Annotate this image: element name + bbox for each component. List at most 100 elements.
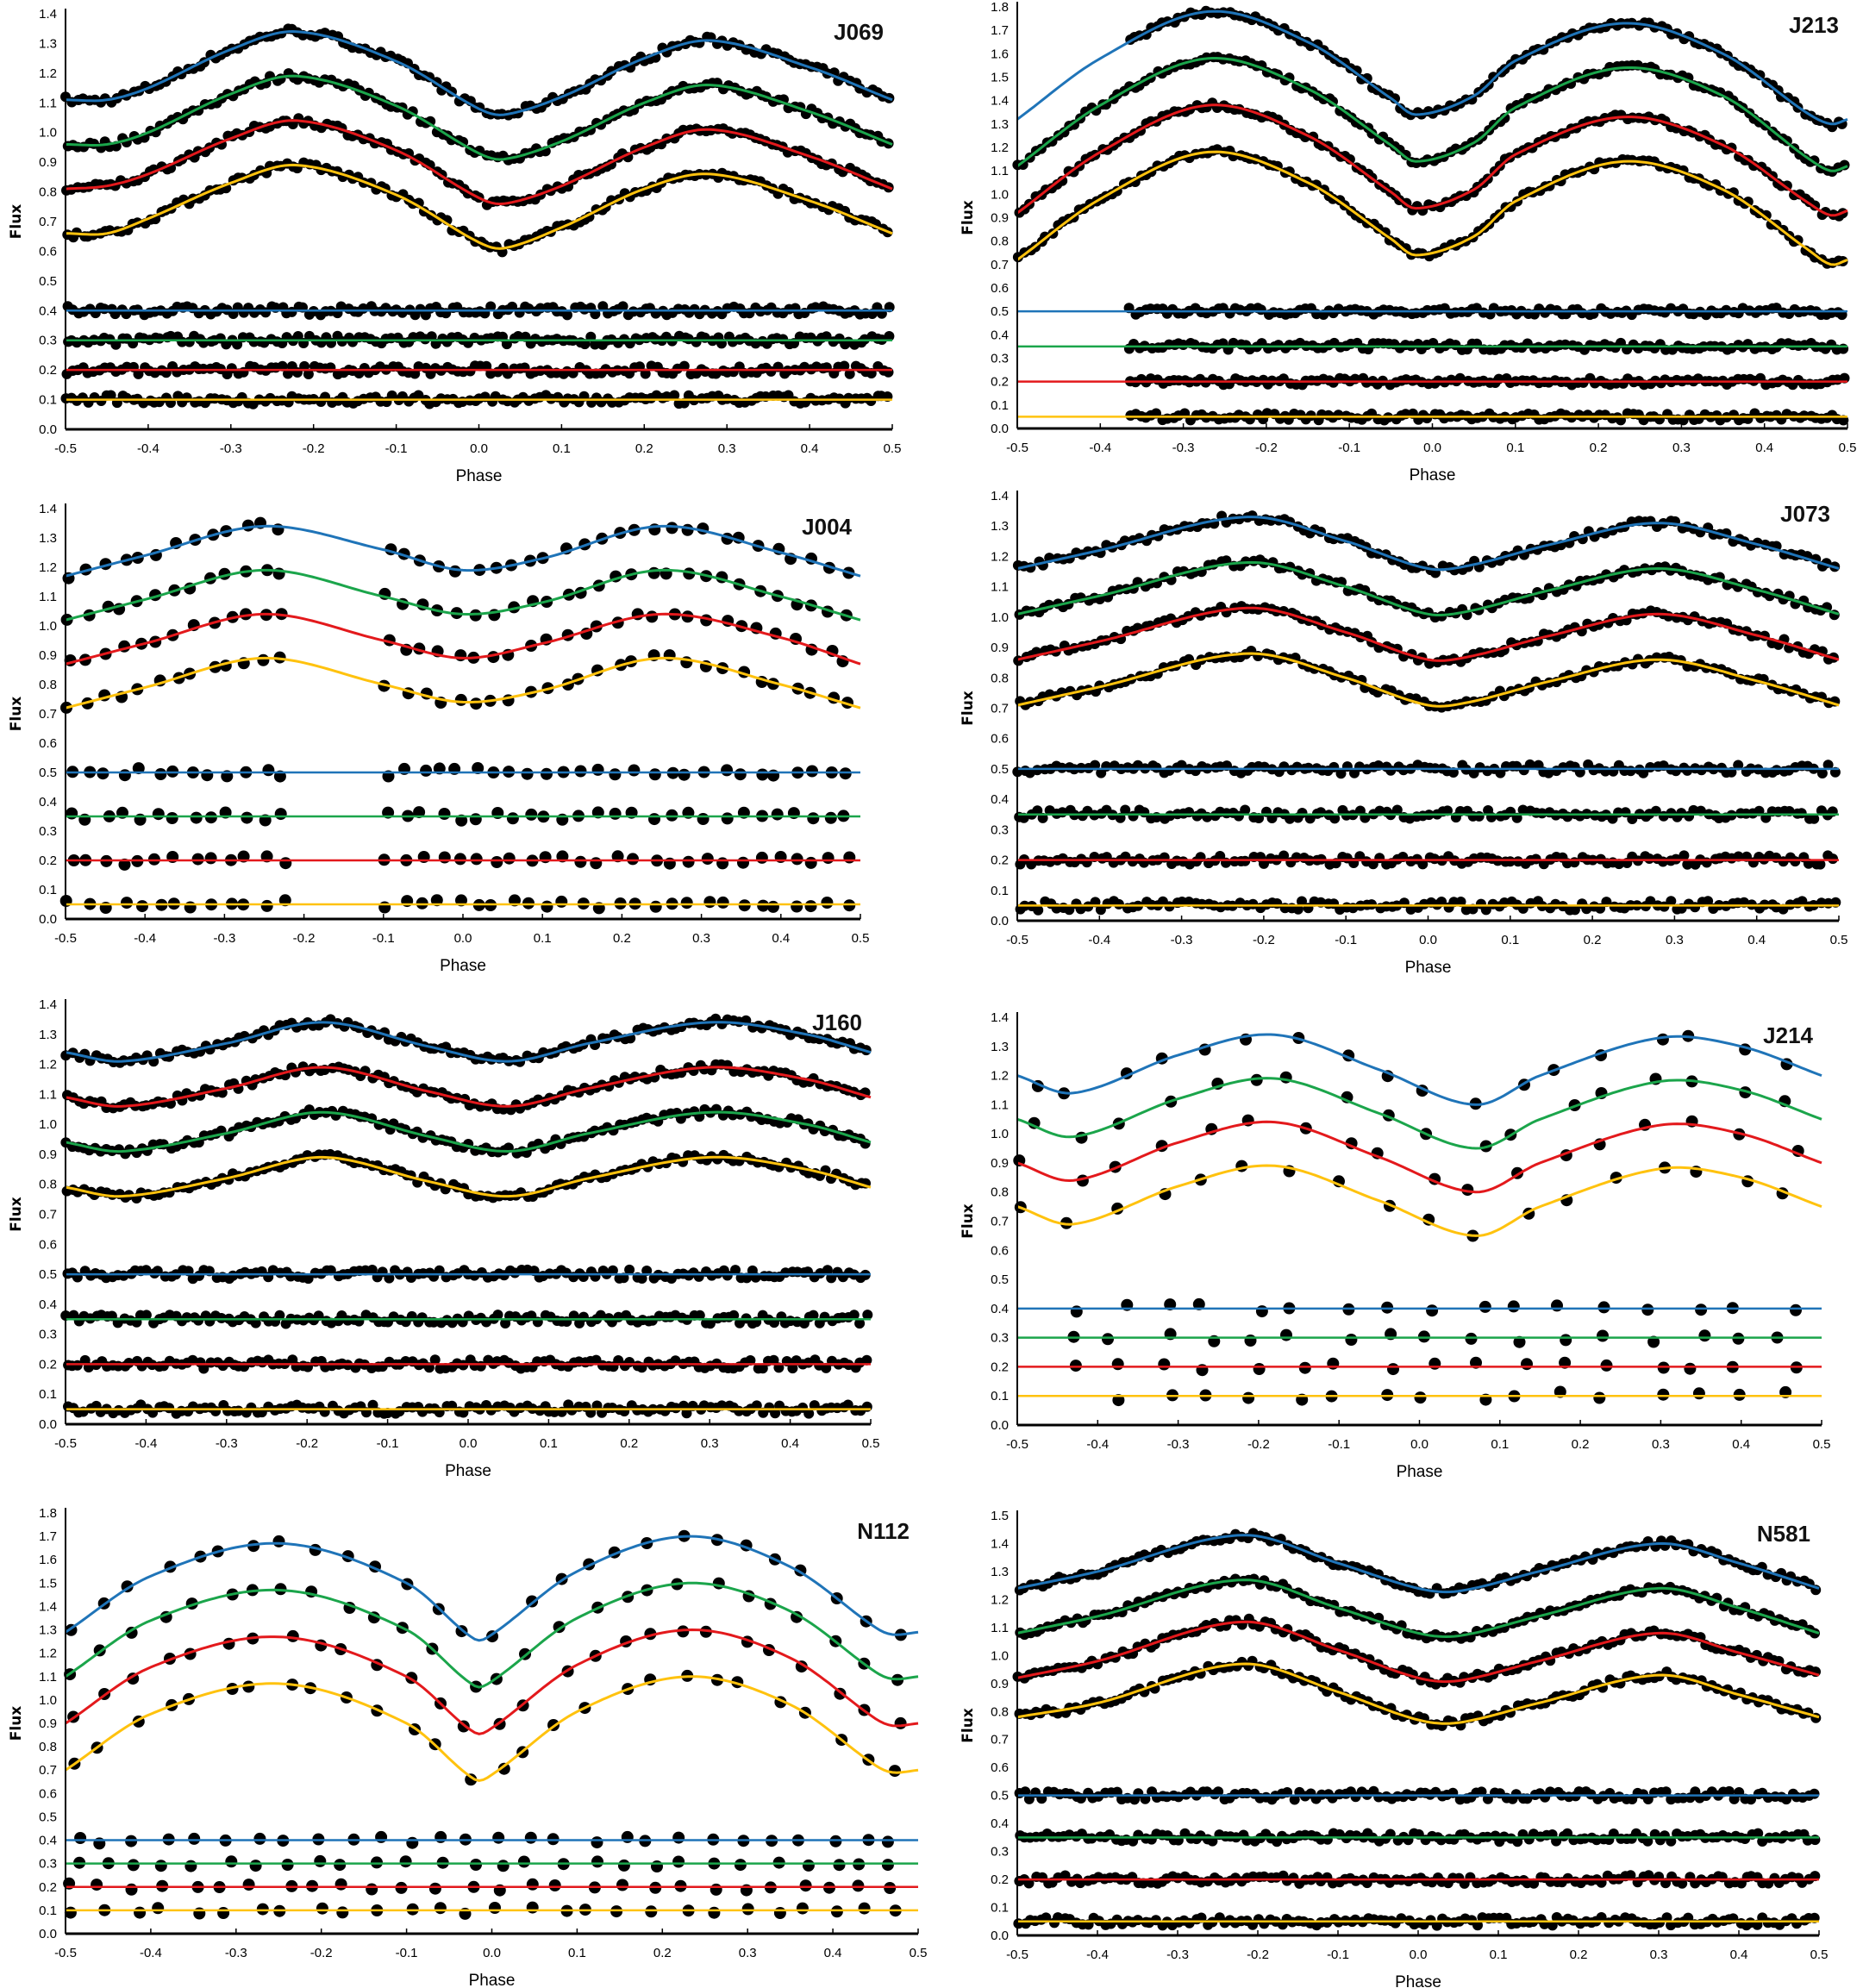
x-tick-label: 0.3 xyxy=(1672,441,1691,455)
y-tick-label: 0.5 xyxy=(39,766,57,780)
x-tick-label: 0.1 xyxy=(534,931,552,946)
panel-title: J004 xyxy=(802,514,852,540)
x-tick-label: -0.4 xyxy=(1088,933,1110,947)
y-tick-label: 1.6 xyxy=(991,47,1009,61)
residual-point xyxy=(721,764,734,777)
residual-point xyxy=(574,855,587,868)
y-tick-label: 1.0 xyxy=(991,187,1009,202)
observed-point xyxy=(454,649,467,662)
x-tick-label: -0.2 xyxy=(1255,441,1278,455)
residual-point xyxy=(121,897,133,910)
y-tick-label: 0.4 xyxy=(39,303,57,318)
y-tick-label: 1.7 xyxy=(991,23,1009,38)
y-tick-label: 0.7 xyxy=(991,258,1009,272)
y-tick-label: 0.1 xyxy=(991,884,1009,898)
y-tick-label: 1.3 xyxy=(39,531,57,546)
model-curve-green xyxy=(65,568,861,622)
x-tick-label: 0.5 xyxy=(1830,933,1848,947)
y-tick-label: 0.6 xyxy=(39,736,57,751)
y-tick-label: 0.1 xyxy=(991,398,1009,413)
x-tick-label: 0.5 xyxy=(1839,441,1857,455)
residual-point xyxy=(767,769,780,782)
y-tick-label: 0.5 xyxy=(39,274,57,289)
residual-point xyxy=(822,852,835,865)
residual-point xyxy=(697,813,710,825)
y-axis-title: Flux xyxy=(8,697,25,732)
y-tick-label: 0.9 xyxy=(991,641,1009,655)
y-tick-label: 1.1 xyxy=(991,164,1009,178)
x-tick-label: 0.0 xyxy=(1423,441,1441,455)
chart-panel-j004: 0.00.10.20.30.40.50.60.70.80.91.01.11.21… xyxy=(8,502,869,975)
residual-point xyxy=(721,812,734,825)
observed-point xyxy=(448,565,461,578)
x-tick-label: -0.5 xyxy=(1006,933,1028,947)
residual-point xyxy=(640,368,651,379)
chart-panel-j069: 0.00.10.20.30.40.50.60.70.80.91.01.11.21… xyxy=(8,7,901,485)
y-tick-label: 0.0 xyxy=(991,914,1009,928)
x-axis-title: Phase xyxy=(1410,466,1456,484)
residual-point xyxy=(791,900,803,913)
residual-point xyxy=(279,857,292,870)
model-curve-blue xyxy=(1016,516,1840,572)
residual-point xyxy=(541,767,553,780)
y-tick-label: 0.9 xyxy=(991,211,1009,226)
y-tick-label: 0.2 xyxy=(991,375,1009,390)
chart-panel-j073: 0.00.10.20.30.40.50.60.70.80.91.01.11.21… xyxy=(960,489,1847,977)
y-tick-label: 1.4 xyxy=(991,94,1009,109)
residual-point xyxy=(154,768,167,780)
y-axis-title: Flux xyxy=(960,691,977,726)
x-tick-label: -0.1 xyxy=(385,441,408,456)
x-tick-label: 0.5 xyxy=(884,441,902,456)
residual-point xyxy=(771,808,784,821)
y-tick-label: 0.8 xyxy=(39,185,57,200)
residual-point xyxy=(791,853,803,866)
x-tick-label: 0.0 xyxy=(470,441,488,456)
model-curve-yellow xyxy=(66,163,893,250)
y-tick-label: 0.9 xyxy=(39,648,57,663)
residual-point xyxy=(378,901,391,914)
residual-point xyxy=(555,895,568,908)
residual-point xyxy=(241,811,253,824)
residual-point xyxy=(807,812,820,825)
x-tick-label: -0.3 xyxy=(220,441,242,456)
residual-point xyxy=(1828,853,1838,865)
panel-title: J213 xyxy=(1789,12,1839,38)
x-tick-label: 0.3 xyxy=(1666,933,1684,947)
x-tick-label: 0.2 xyxy=(1584,933,1602,947)
residual-point xyxy=(755,851,768,864)
residual-point xyxy=(682,855,695,868)
x-tick-label: -0.3 xyxy=(213,931,235,946)
observed-point xyxy=(1351,66,1362,76)
residual-point xyxy=(839,360,850,372)
y-tick-label: 0.4 xyxy=(991,792,1009,807)
residual-point xyxy=(884,331,895,341)
residual-point xyxy=(844,368,855,379)
residual-point xyxy=(260,899,273,912)
y-tick-label: 1.2 xyxy=(39,66,57,81)
residual-point xyxy=(1625,766,1636,777)
y-tick-label: 0.6 xyxy=(991,281,1009,296)
observed-point xyxy=(1390,93,1400,104)
y-tick-label: 0.2 xyxy=(991,853,1009,868)
residual-point xyxy=(843,851,856,864)
residual-point xyxy=(133,368,144,379)
residual-point xyxy=(804,900,817,913)
y-tick-label: 1.2 xyxy=(991,549,1009,564)
residual-point xyxy=(680,897,693,910)
x-tick-label: 0.0 xyxy=(454,931,472,946)
residual-point xyxy=(883,366,894,378)
y-tick-label: 1.3 xyxy=(991,117,1009,132)
y-tick-label: 0.8 xyxy=(991,671,1009,685)
residual-point xyxy=(628,764,641,777)
y-tick-label: 0.3 xyxy=(39,334,57,348)
residual-point xyxy=(669,390,680,401)
residual-point xyxy=(166,812,178,824)
residual-point xyxy=(438,808,451,820)
residual-point xyxy=(1701,857,1712,868)
x-tick-label: -0.5 xyxy=(54,931,77,946)
residual-point xyxy=(1473,810,1485,822)
y-tick-label: 0.6 xyxy=(991,732,1009,747)
residual-point xyxy=(507,301,518,312)
residual-point xyxy=(806,765,818,778)
y-tick-label: 0.1 xyxy=(39,883,57,897)
